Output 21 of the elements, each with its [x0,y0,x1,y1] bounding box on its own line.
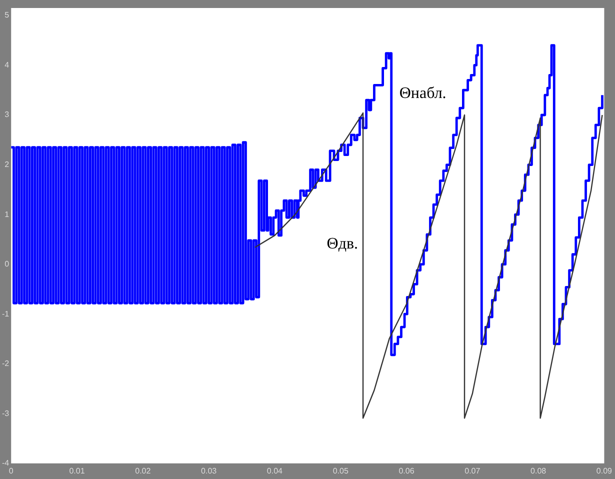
x-tick-label: 0.05 [332,466,349,476]
y-tick-label: -1 [2,309,10,318]
y-tick-label: 5 [4,10,10,20]
series-label: Θнабл. [399,85,446,102]
y-tick-label: 2 [4,160,10,169]
x-tick-label: 0.07 [464,466,481,476]
y-tick-label: 1 [4,210,10,219]
y-tick-label: -3 [2,408,10,418]
y-tick-label: 4 [4,60,10,70]
x-tick-label: 0.03 [201,466,218,476]
x-tick-label: 0.08 [530,466,547,476]
x-tick-label: 0.09 [596,466,613,476]
x-tick-label: 0.02 [135,466,152,476]
x-tick-label: 0.01 [69,466,86,476]
series-label: Θдв. [326,235,358,252]
y-tick-label: -2 [2,359,10,368]
y-tick-label: 3 [4,110,10,120]
y-tick-label: 0 [4,260,10,269]
x-tick-label: 0.06 [398,466,415,476]
y-tick-label: -4 [2,458,10,468]
x-tick-label: 0.04 [266,466,284,476]
